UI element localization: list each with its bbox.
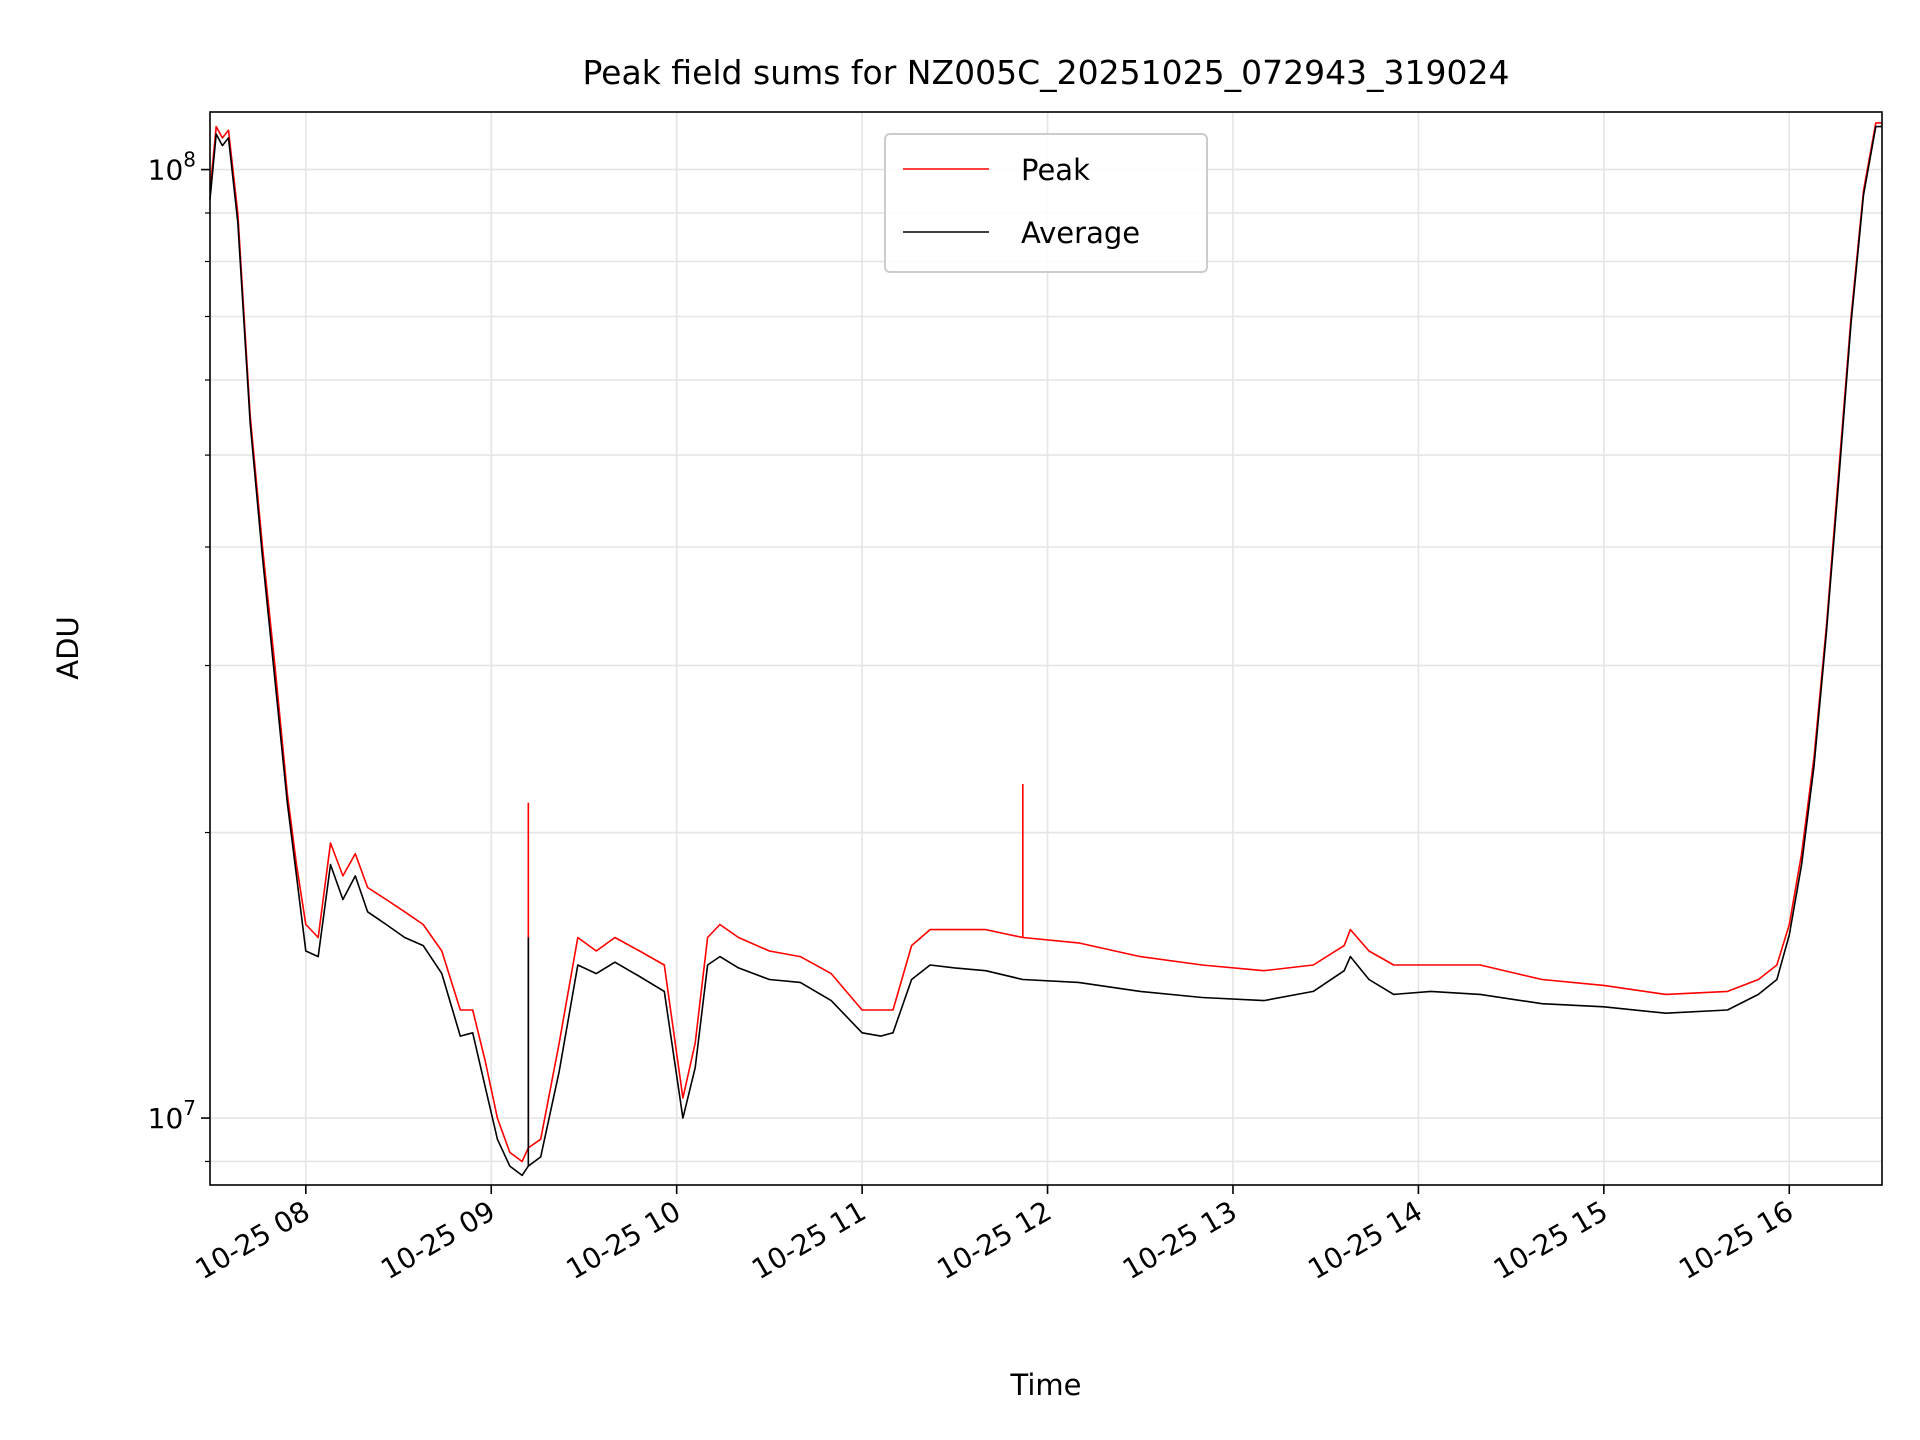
series-line-peak (209, 122, 1882, 1163)
series-line-average (209, 125, 1882, 1177)
chart-title: Peak field sums for NZ005C_20251025_0729… (582, 53, 1509, 92)
legend-average-label: Average (1021, 216, 1140, 250)
y-tick-label: 107 (148, 1096, 196, 1135)
x-axis-label: Time (1010, 1368, 1082, 1402)
legend: Peak Average (884, 133, 1208, 273)
grid (210, 112, 1882, 1185)
y-tick-label: 108 (148, 148, 196, 187)
plot-frame (209, 111, 1883, 1186)
legend-peak-label: Peak (1021, 153, 1090, 187)
y-axis-label: ADU (51, 616, 85, 679)
series-layer (209, 122, 1882, 1177)
